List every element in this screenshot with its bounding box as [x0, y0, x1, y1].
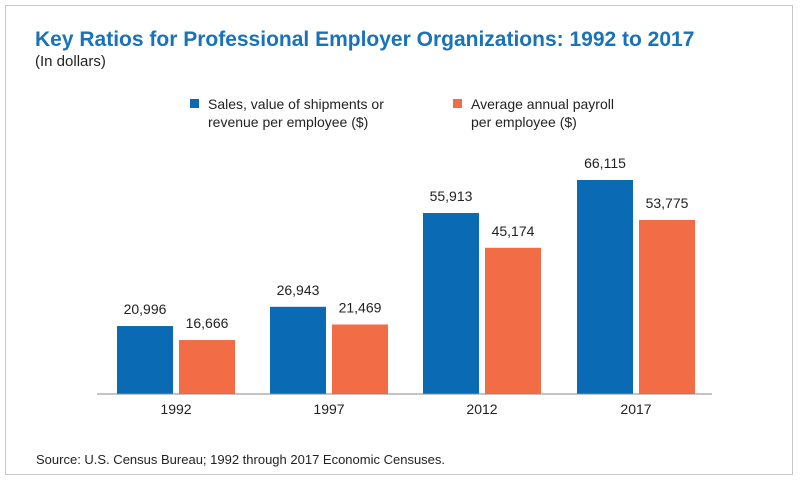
- legend-label-payroll-line1: Average annual payroll: [471, 96, 614, 112]
- legend-item-payroll: Average annual payroll per employee ($): [453, 95, 671, 131]
- data-label-payroll-2012: 45,174: [492, 223, 535, 239]
- legend-label-sales: Sales, value of shipments or revenue per…: [208, 95, 408, 131]
- legend-swatch-payroll: [453, 99, 462, 108]
- x-tick-label-2017: 2017: [620, 401, 651, 417]
- bar-payroll-1992: [179, 340, 235, 394]
- x-tick-label-1997: 1997: [313, 401, 344, 417]
- bar-sales-2017: [577, 180, 633, 394]
- source-note: Source: U.S. Census Bureau; 1992 through…: [36, 452, 446, 467]
- chart-subtitle: (In dollars): [35, 53, 106, 70]
- legend-item-sales: Sales, value of shipments or revenue per…: [190, 95, 408, 131]
- data-label-sales-1997: 26,943: [277, 282, 320, 298]
- legend-label-sales-line1: Sales, value of shipments or: [208, 96, 384, 112]
- data-label-payroll-1992: 16,666: [186, 315, 229, 331]
- chart-title: Key Ratios for Professional Employer Org…: [35, 28, 695, 51]
- bar-sales-2012: [423, 213, 479, 394]
- data-label-sales-1992: 20,996: [124, 301, 167, 317]
- data-label-sales-2012: 55,913: [430, 188, 473, 204]
- legend-label-payroll-line2: per employee ($): [471, 114, 577, 130]
- data-label-payroll-2017: 53,775: [646, 195, 689, 211]
- bar-payroll-1997: [332, 324, 388, 394]
- bar-payroll-2017: [639, 219, 695, 394]
- legend-swatch-sales: [190, 99, 199, 108]
- legend-label-sales-line2: revenue per employee ($): [208, 114, 369, 130]
- data-label-sales-2017: 66,115: [584, 155, 626, 171]
- bar-sales-1997: [270, 306, 326, 394]
- legend-label-payroll: Average annual payroll per employee ($): [471, 95, 671, 131]
- data-label-payroll-1997: 21,469: [339, 300, 382, 316]
- x-tick-label-1992: 1992: [160, 401, 191, 417]
- bar-sales-1992: [117, 326, 173, 394]
- bar-payroll-2012: [485, 247, 541, 394]
- x-tick-label-2012: 2012: [466, 401, 497, 417]
